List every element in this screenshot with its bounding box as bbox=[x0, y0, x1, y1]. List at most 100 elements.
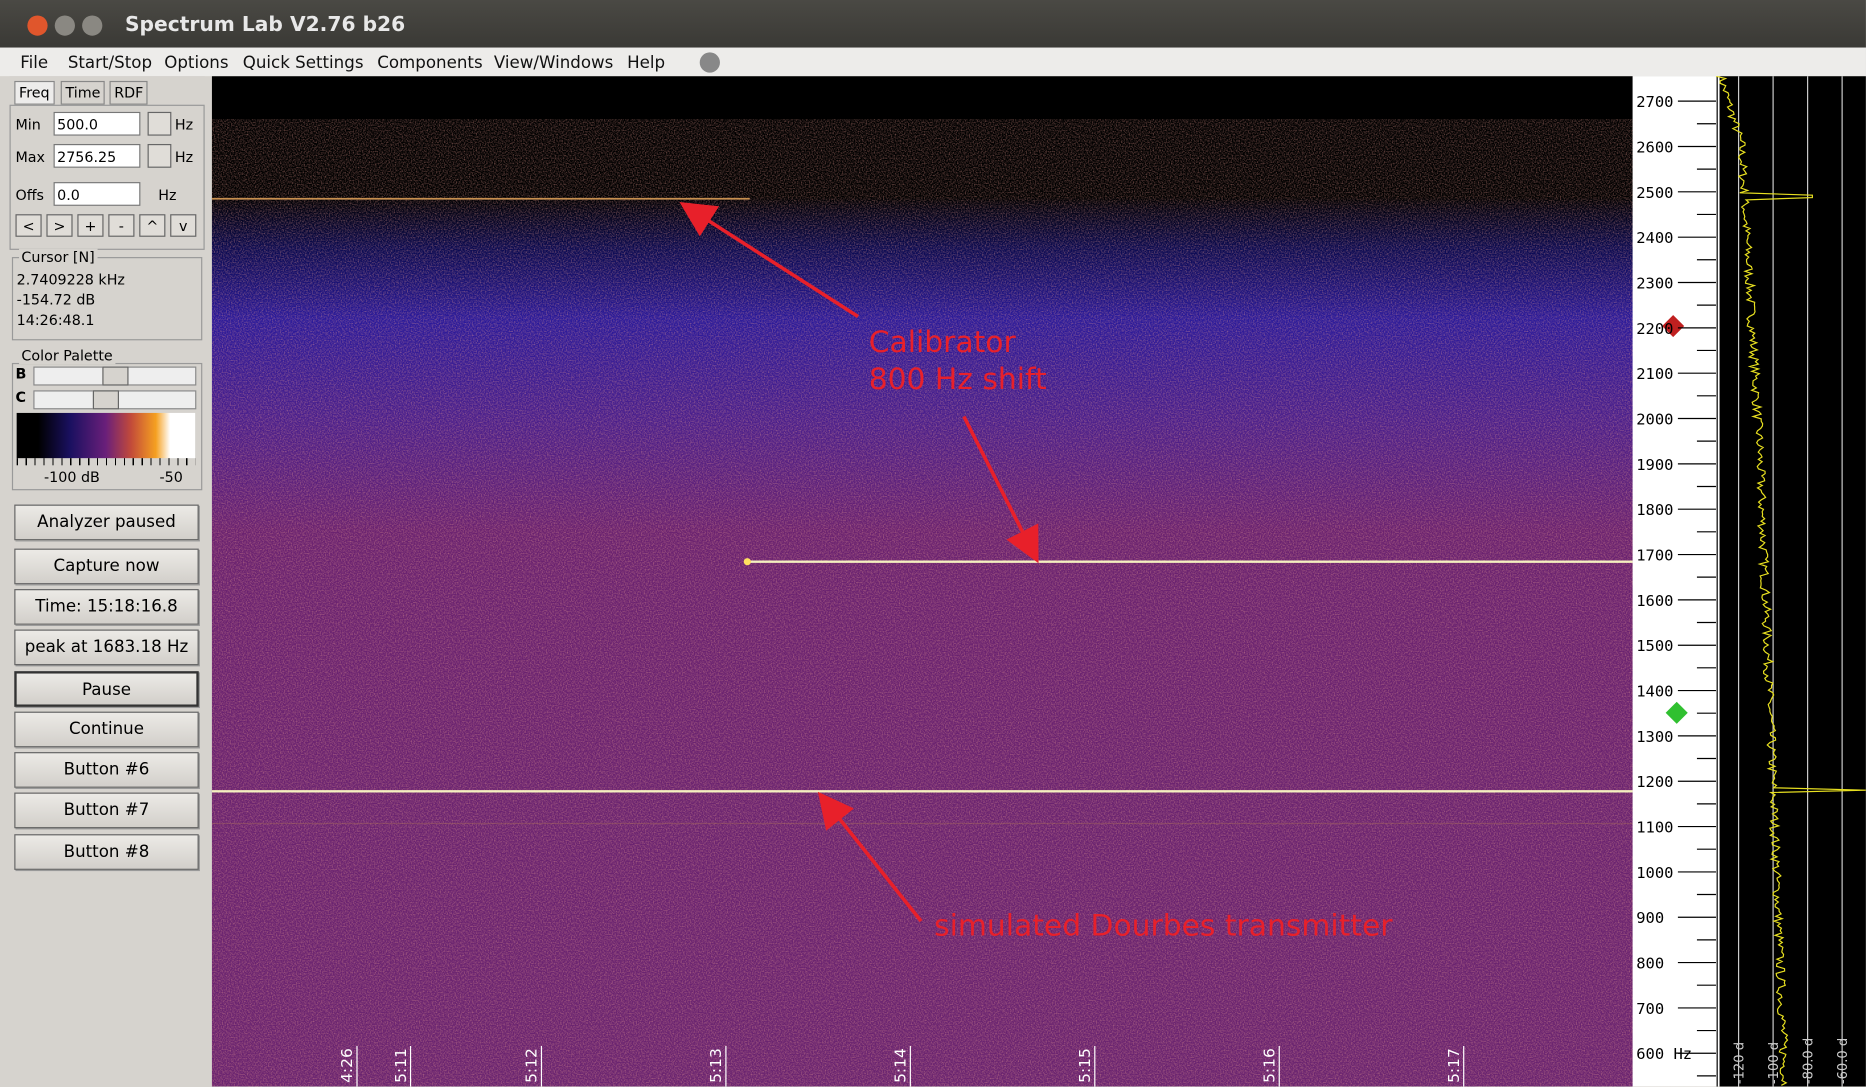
nav-button[interactable]: > bbox=[46, 214, 72, 237]
trace-start bbox=[744, 558, 751, 565]
tab[interactable]: Time bbox=[61, 81, 105, 105]
palette-title: Color Palette bbox=[19, 347, 115, 364]
button[interactable]: Time: 15:18:16.8 bbox=[14, 589, 198, 625]
frequency-label: 600 Hz bbox=[1636, 1045, 1692, 1063]
minimize-button[interactable] bbox=[55, 15, 75, 35]
page: Spectrum Lab V2.76 b26 File Start/Stop Opt… bbox=[0, 0, 1866, 1087]
palette-bar bbox=[17, 413, 196, 458]
frequency-label: 1400 bbox=[1636, 683, 1673, 701]
time-label: 5:13 bbox=[707, 1048, 725, 1083]
frequency-label: 2000 bbox=[1636, 410, 1673, 428]
menu-item[interactable]: Quick Settings bbox=[243, 54, 364, 73]
frequency-label: 1800 bbox=[1636, 501, 1673, 519]
menu-item[interactable]: Components bbox=[377, 54, 482, 73]
spinner[interactable] bbox=[148, 112, 172, 136]
maximize-button[interactable] bbox=[82, 15, 102, 35]
spectrum-plot bbox=[1720, 76, 1866, 1086]
time-label: 5:14 bbox=[892, 1048, 910, 1083]
window-title: Spectrum Lab V2.76 b26 bbox=[125, 13, 405, 37]
text-field[interactable]: 0.0 bbox=[54, 182, 141, 206]
title-bar: Spectrum Lab V2.76 b26 bbox=[0, 0, 1866, 48]
menu-item[interactable]: View/Windows bbox=[494, 54, 614, 73]
frequency-label: 1300 bbox=[1636, 728, 1673, 746]
nav-button[interactable]: ^ bbox=[139, 214, 165, 237]
nav-button[interactable]: v bbox=[170, 214, 196, 237]
slider-label: C bbox=[15, 389, 25, 406]
palette-ticks bbox=[17, 458, 196, 465]
nav-button[interactable]: < bbox=[15, 214, 41, 237]
slider-thumb[interactable] bbox=[93, 390, 119, 409]
time-label: 5:15 bbox=[1076, 1048, 1094, 1083]
tab[interactable]: RDF bbox=[109, 81, 148, 105]
nav-button[interactable]: + bbox=[77, 214, 103, 237]
frequency-label: 1000 bbox=[1636, 864, 1673, 882]
text-field[interactable]: 500.0 bbox=[54, 112, 141, 136]
frequency-label: 700 bbox=[1636, 1000, 1664, 1018]
button[interactable]: Analyzer paused bbox=[14, 505, 198, 541]
menu-item[interactable]: Help bbox=[627, 54, 665, 73]
spectrum-label: -100 d bbox=[1767, 1042, 1782, 1084]
cursor-line: 2.7409228 kHz bbox=[17, 271, 125, 288]
time-label: 5:17 bbox=[1445, 1048, 1463, 1083]
button[interactable]: Button #7 bbox=[14, 793, 198, 829]
cursor-line: 14:26:48.1 bbox=[17, 312, 95, 329]
time-label: 5:16 bbox=[1260, 1048, 1278, 1083]
time-label: 4:26 bbox=[338, 1048, 356, 1083]
menu-item[interactable]: Options bbox=[164, 54, 228, 73]
close-button[interactable] bbox=[27, 15, 47, 35]
frequency-label: 2200 bbox=[1636, 320, 1673, 338]
annotation: Calibrator bbox=[869, 325, 1017, 360]
button[interactable]: Button #8 bbox=[14, 834, 198, 870]
text-field[interactable]: 2756.25 bbox=[54, 144, 141, 168]
field-label: Max bbox=[15, 149, 45, 166]
frequency-label: 2700 bbox=[1636, 93, 1673, 111]
button[interactable]: Button #6 bbox=[14, 752, 198, 788]
slider-label: B bbox=[15, 365, 26, 382]
window: Spectrum Lab V2.76 b26 File Start/Stop Opt… bbox=[0, 0, 1866, 1086]
time-label: 5:11 bbox=[392, 1048, 410, 1083]
unit-label: Hz bbox=[158, 187, 176, 204]
button[interactable]: Continue bbox=[14, 712, 198, 748]
menu-item[interactable]: Start/Stop bbox=[68, 54, 152, 73]
frequency-label: 900 bbox=[1636, 909, 1664, 927]
time-label: 5:12 bbox=[523, 1048, 541, 1083]
slider-thumb[interactable] bbox=[102, 367, 128, 386]
palette-label: -50 bbox=[159, 469, 182, 486]
button[interactable]: peak at 1683.18 Hz bbox=[14, 630, 198, 666]
menu-bar: File Start/Stop Options Quick Settings Compo… bbox=[0, 48, 1866, 77]
frequency-label: 1100 bbox=[1636, 819, 1673, 837]
spinner[interactable] bbox=[148, 144, 172, 168]
cursor-line: -154.72 dB bbox=[17, 292, 96, 309]
frequency-label: 1900 bbox=[1636, 456, 1673, 474]
tab[interactable]: Freq bbox=[14, 81, 54, 105]
spectrum-label: -80.0 d bbox=[1801, 1038, 1816, 1084]
spectrum-label: -120 d bbox=[1732, 1042, 1747, 1084]
frequency-label: 2400 bbox=[1636, 229, 1673, 247]
button[interactable]: Pause bbox=[14, 671, 198, 707]
frequency-scale bbox=[1633, 76, 1720, 1086]
frequency-label: 1500 bbox=[1636, 637, 1673, 655]
annotation: 800 Hz shift bbox=[869, 362, 1047, 397]
field-label: Offs bbox=[15, 187, 44, 204]
frequency-label: 2500 bbox=[1636, 184, 1673, 202]
cursor-title: Cursor [N] bbox=[19, 249, 97, 266]
palette-label: -100 dB bbox=[44, 469, 100, 486]
frequency-label: 2300 bbox=[1636, 274, 1673, 292]
frequency-label: 1700 bbox=[1636, 546, 1673, 564]
nav-button[interactable]: - bbox=[108, 214, 134, 237]
button[interactable]: Capture now bbox=[14, 549, 198, 585]
unit-label: Hz bbox=[175, 117, 193, 134]
spectrum-label: -60.0 d bbox=[1836, 1038, 1851, 1084]
frequency-label: 2100 bbox=[1636, 365, 1673, 383]
menu-item[interactable]: File bbox=[20, 54, 48, 73]
annotation: simulated Dourbes transmitter bbox=[934, 908, 1393, 943]
frequency-label: 800 bbox=[1636, 955, 1664, 973]
frequency-label: 2600 bbox=[1636, 138, 1673, 156]
frequency-label: 1600 bbox=[1636, 592, 1673, 610]
status-indicator bbox=[700, 52, 720, 72]
unit-label: Hz bbox=[175, 149, 193, 166]
field-label: Min bbox=[15, 117, 40, 134]
frequency-label: 1200 bbox=[1636, 773, 1673, 791]
